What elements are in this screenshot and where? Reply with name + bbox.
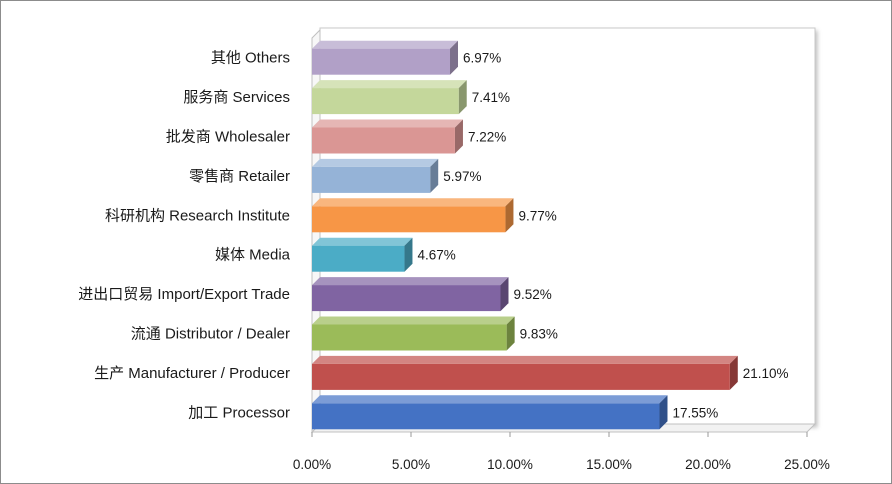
x-axis-ticks: 0.00% 5.00% 10.00% 15.00% 20.00% 25.00% [293,432,830,472]
bar [312,80,467,115]
category-label: 进出口贸易 Import/Export Trade [78,286,290,303]
bar-top-face [312,40,459,49]
bar-top-face [312,119,463,128]
value-label: 7.22% [468,130,506,145]
category-label: 加工 Processor [188,404,290,421]
category-label: 生产 Manufacturer / Producer [94,365,290,382]
bar-front-face [312,363,730,390]
bar-top-face [312,158,439,167]
bar-end-face [506,316,515,351]
bar [312,277,509,312]
category-label: 零售商 Retailer [189,168,290,185]
bar [312,40,459,75]
bar-end-face [458,80,467,115]
value-label: 9.83% [520,327,558,342]
bar-front-face [312,166,431,193]
bar-top-face [312,277,509,286]
value-label: 17.55% [672,405,718,420]
bar [312,119,463,154]
category-label: 批发商 Wholesaler [166,129,290,146]
bar-end-face [454,119,463,154]
bar-front-face [312,206,506,233]
bar-top-face [312,80,467,89]
bar [312,395,668,430]
bar-end-face [430,158,439,193]
bar [312,355,738,390]
value-labels: 6.97% 7.41% 7.22% 5.97% 9.77% 4.67% 9.52% 9.83%… [417,51,788,421]
value-label: 5.97% [443,169,481,184]
category-label: 科研机构 Research Institute [105,207,290,224]
bar-front-face [312,88,459,115]
x-tick-label: 20.00% [685,457,731,472]
bar [312,237,413,272]
bars [312,40,738,430]
bar-end-face [729,355,738,390]
bar-top-face [312,395,668,404]
x-tick-label: 10.00% [487,457,533,472]
bar-end-face [659,395,668,430]
x-tick-label: 15.00% [586,457,632,472]
bar-front-face [312,324,507,351]
bar-top-face [312,237,413,246]
bar [312,158,439,193]
category-labels: 其他 Others 服务商 Services 批发商 Wholesaler 零售商 R… [78,50,290,422]
x-tick-label: 0.00% [293,457,331,472]
bar-top-face [312,355,738,364]
value-label: 7.41% [472,90,510,105]
value-label: 21.10% [743,366,789,381]
bar-top-face [312,316,515,325]
bar [312,316,515,351]
bar-end-face [404,237,413,272]
value-label: 6.97% [463,51,501,66]
value-label: 4.67% [417,248,455,263]
x-tick-label: 25.00% [784,457,830,472]
bar-front-face [312,127,455,154]
bar-front-face [312,48,451,75]
x-tick-label: 5.00% [392,457,430,472]
bar-top-face [312,198,514,207]
bar-end-face [500,277,509,312]
category-label: 其他 Others [211,50,290,67]
bar-front-face [312,245,405,272]
category-label: 服务商 Services [183,89,290,106]
bar-end-face [450,40,459,75]
bar-end-face [505,198,514,233]
bar [312,198,514,233]
value-label: 9.52% [513,287,551,302]
bar-front-face [312,285,501,312]
bar-front-face [312,403,660,430]
category-label: 流通 Distributor / Dealer [131,326,290,343]
category-label: 媒体 Media [215,247,291,264]
value-label: 9.77% [518,208,556,223]
